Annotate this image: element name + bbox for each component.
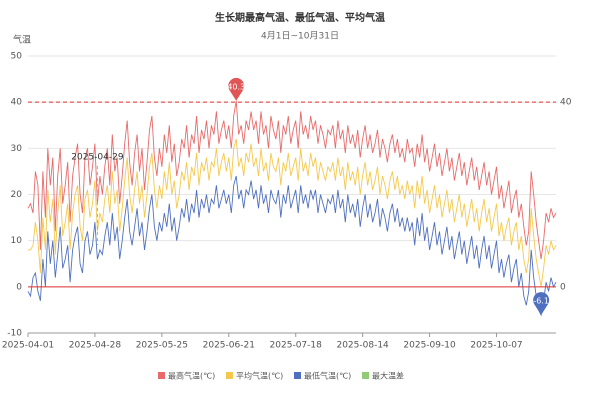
y-tick-label: 50 [11,52,23,62]
legend-swatch [294,372,301,379]
y-tick-label: 30 [11,144,23,154]
legend-swatch [362,372,369,379]
annotation-label: 2025-04-29 [71,153,124,163]
mark-line-label: 40 [560,98,572,108]
series-line [28,138,557,287]
legend-label: 最低气温(℃) [304,371,351,381]
series-line [27,175,557,317]
legend-label: 最高气温(℃) [168,371,215,381]
x-tick-label: 2025-09-10 [403,341,456,351]
y-tick-label: 0 [16,282,22,292]
mark-point [533,292,550,315]
chart-subtitle: 4月1日~10月31日 [261,31,339,42]
legend-swatch [226,372,233,379]
legend-label: 平均气温(℃) [236,371,283,381]
mark-point-label: -6.1 [533,296,549,305]
legend-swatch [158,372,165,379]
y-axis-label: 气温 [13,34,31,46]
mark-line-label: 0 [560,282,566,292]
mark-point-label: 40.3 [227,82,245,91]
x-tick-label: 2025-10-07 [470,341,522,351]
legend-label: 最大温差 [372,371,404,381]
x-tick-label: 2025-05-25 [136,341,188,351]
chart-title: 生长期最高气温、最低气温、平均气温 [215,11,385,24]
x-tick-label: 2025-08-14 [336,341,389,351]
y-tick-label: 10 [11,236,23,246]
y-tick-label: 20 [11,190,23,200]
mark-point [228,77,245,101]
y-tick-label: -10 [7,329,22,339]
x-tick-label: 2025-07-18 [270,341,323,351]
y-tick-label: 40 [11,98,23,108]
series-line [27,100,557,260]
x-tick-label: 2025-04-28 [69,341,122,351]
x-tick-label: 2025-04-01 [2,341,54,351]
x-tick-label: 2025-06-21 [203,341,255,351]
